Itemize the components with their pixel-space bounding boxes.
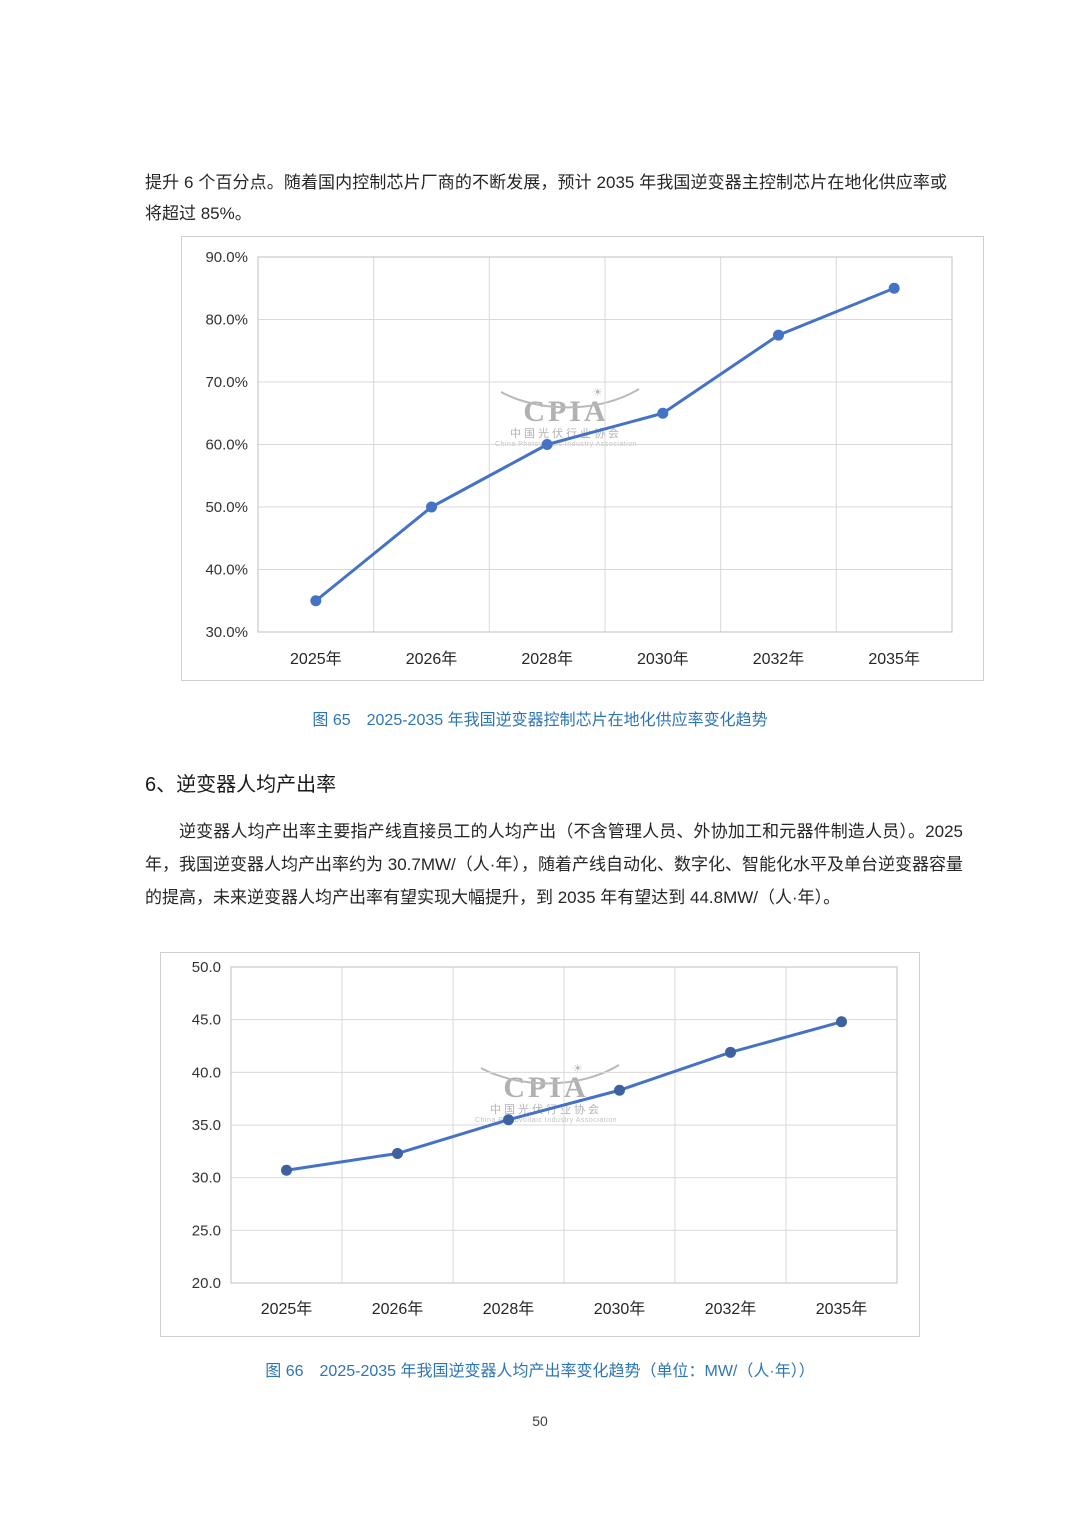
svg-text:2026年: 2026年 [372,1300,424,1318]
svg-text:80.0%: 80.0% [205,312,248,329]
svg-text:2025年: 2025年 [261,1300,313,1318]
figure65-line-chart: 30.0% 40.0% 50.0% 60.0% 70.0% 80.0% 90.0% 2025年… [205,249,953,668]
section-heading: 6、逆变器人均产出率 [145,774,337,796]
svg-text:25.0: 25.0 [192,1222,221,1239]
page-number: 50 [532,1413,548,1429]
svg-text:35.0: 35.0 [192,1117,221,1134]
svg-text:2026年: 2026年 [406,650,458,668]
svg-text:2030年: 2030年 [594,1300,646,1318]
svg-text:70.0%: 70.0% [205,374,248,391]
svg-text:60.0%: 60.0% [205,437,248,454]
svg-text:2032年: 2032年 [753,650,805,668]
section-paragraph: 逆变器人均产出率主要指产线直接员工的人均产出（不含管理人员、外协加工和元器件制造… [145,822,963,907]
svg-text:30.0: 30.0 [192,1170,221,1187]
svg-text:2035年: 2035年 [816,1300,868,1318]
svg-text:2035年: 2035年 [868,650,920,668]
intro-paragraph: 提升 6 个百分点。随着国内控制芯片厂商的不断发展，预计 2035 年我国逆变器… [145,173,947,223]
figure65-chart-frame: CPIA ☀ 中国光伏行业协会 China Photovoltaic Indus… [181,236,984,681]
svg-text:2028年: 2028年 [521,650,573,668]
svg-text:40.0: 40.0 [192,1064,221,1081]
svg-text:45.0: 45.0 [192,1012,221,1029]
svg-text:2032年: 2032年 [705,1300,757,1318]
svg-text:2028年: 2028年 [483,1300,535,1318]
svg-text:90.0%: 90.0% [205,249,248,266]
figure66-line-chart: 20.0 25.0 30.0 35.0 40.0 45.0 50.0 2025年 2026年 20… [192,959,898,1318]
figure65-caption: 图 65 2025-2035 年我国逆变器控制芯片在地化供应率变化趋势 [312,712,768,729]
svg-text:50.0%: 50.0% [205,499,248,516]
svg-text:50.0: 50.0 [192,959,221,976]
figure66-caption: 图 66 2025-2035 年我国逆变器人均产出率变化趋势（单位：MW/（人·… [265,1363,815,1380]
svg-text:2025年: 2025年 [290,650,342,668]
svg-text:30.0%: 30.0% [205,624,248,641]
svg-text:40.0%: 40.0% [205,562,248,579]
svg-text:20.0: 20.0 [192,1275,221,1292]
figure66-chart-frame: CPIA ☀ 中国光伏行业协会 China Photovoltaic Indus… [160,952,920,1337]
svg-text:2030年: 2030年 [637,650,689,668]
